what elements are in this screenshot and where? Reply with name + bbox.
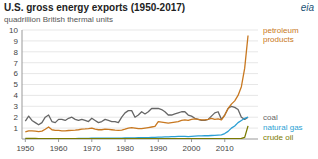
y-tick-label: 10 (9, 26, 18, 35)
x-tick (158, 139, 159, 142)
x-tick (25, 139, 26, 142)
chart: U.S. gross energy exports (1950-2017) qua… (0, 0, 318, 159)
series-label: crude oil (263, 133, 293, 142)
x-tick (91, 139, 92, 142)
y-tick-label: 3 (14, 102, 19, 111)
x-tick-label: 1970 (83, 144, 101, 153)
grid-line (22, 73, 258, 74)
grid-line (22, 51, 258, 52)
series-line (25, 126, 248, 139)
y-tick-label: 4 (14, 91, 19, 100)
grid-line (22, 62, 258, 63)
series-line (25, 35, 248, 131)
y-tick-label: 9 (14, 37, 19, 46)
y-tick-label: 8 (14, 48, 19, 57)
series-label-line: coal (263, 113, 278, 122)
series-label-line: products (263, 35, 294, 44)
x-tick (191, 139, 192, 142)
annotation: eia (301, 2, 315, 13)
y-tick-label: 1 (14, 124, 19, 133)
y-tick-label: 5 (14, 80, 19, 89)
y-tick-label: 6 (14, 69, 19, 78)
series-line (25, 117, 248, 139)
series-label-line: petroleum (263, 26, 299, 35)
x-tick-label: 1990 (149, 144, 167, 153)
x-tick-label: 1950 (16, 144, 34, 153)
series-label: petroleumproducts (263, 26, 299, 44)
x-tick (125, 139, 126, 142)
x-tick (58, 139, 59, 142)
grid-line (22, 95, 258, 96)
series-label-line: natural gas (263, 123, 303, 132)
series-label: natural gas (263, 123, 303, 132)
plot-area (25, 35, 248, 138)
series-label: coal (263, 113, 278, 122)
title: U.S. gross energy exports (1950-2017) (4, 2, 185, 13)
x-tick-label: 2010 (216, 144, 234, 153)
subtitle: quadrillion British thermal units (4, 15, 113, 24)
grid-line (22, 106, 258, 107)
x-tick (224, 139, 225, 142)
y-tick-label: 7 (14, 59, 19, 68)
grid-line (22, 84, 258, 85)
x-tick-label: 1980 (116, 144, 134, 153)
y-axis-line (22, 30, 23, 139)
x-tick-label: 2000 (183, 144, 201, 153)
y-tick-label: 2 (14, 113, 19, 122)
series-line (25, 106, 248, 125)
grid-line (22, 30, 258, 31)
grid-line (22, 40, 258, 41)
x-tick-label: 1960 (50, 144, 68, 153)
series-label-line: crude oil (263, 133, 293, 142)
